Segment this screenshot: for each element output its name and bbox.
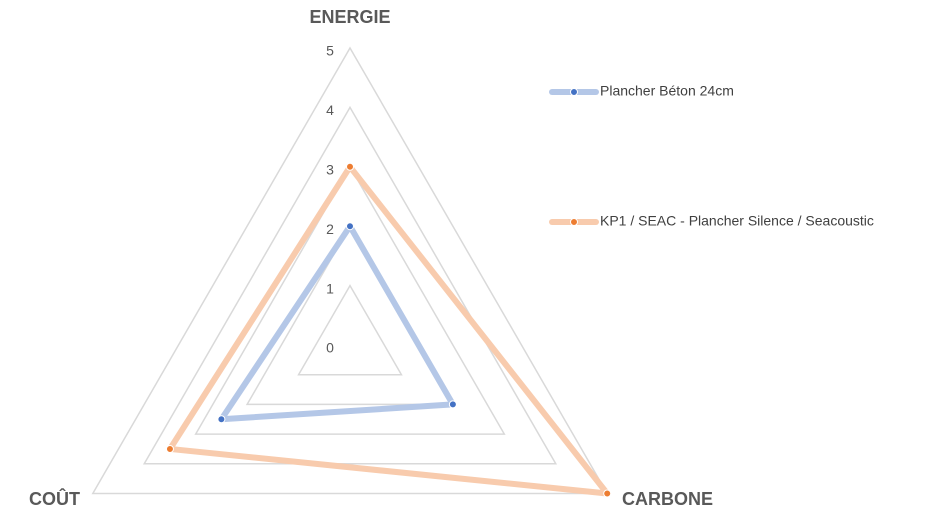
grid-line	[194, 165, 506, 435]
y-tick-label: 5	[326, 43, 334, 59]
category-label: CARBONE	[622, 489, 713, 509]
grid-line	[297, 284, 403, 376]
y-tick-label: 4	[326, 102, 334, 118]
grid-line	[142, 105, 558, 465]
category-label: COÛT	[29, 488, 80, 509]
legend-marker	[570, 218, 578, 226]
legend-marker	[570, 88, 578, 96]
series-line	[218, 223, 456, 423]
y-tick-label: 2	[326, 221, 334, 237]
category-label: ENERGIE	[309, 7, 390, 27]
data-point	[603, 489, 612, 498]
grid-line	[245, 224, 455, 406]
series-line	[166, 163, 611, 497]
grid-line	[91, 46, 609, 495]
legend-label: KP1 / SEAC - Plancher Silence / Seacoust…	[600, 213, 874, 229]
data-point	[346, 162, 354, 171]
data-point	[448, 400, 457, 409]
legend-label: Plancher Béton 24cm	[600, 83, 734, 99]
y-tick-label: 3	[326, 162, 334, 178]
y-tick-label: 0	[326, 340, 334, 356]
data-point	[217, 415, 226, 424]
y-tick-label: 1	[326, 280, 334, 296]
data-point	[165, 444, 174, 453]
data-point	[346, 222, 354, 231]
